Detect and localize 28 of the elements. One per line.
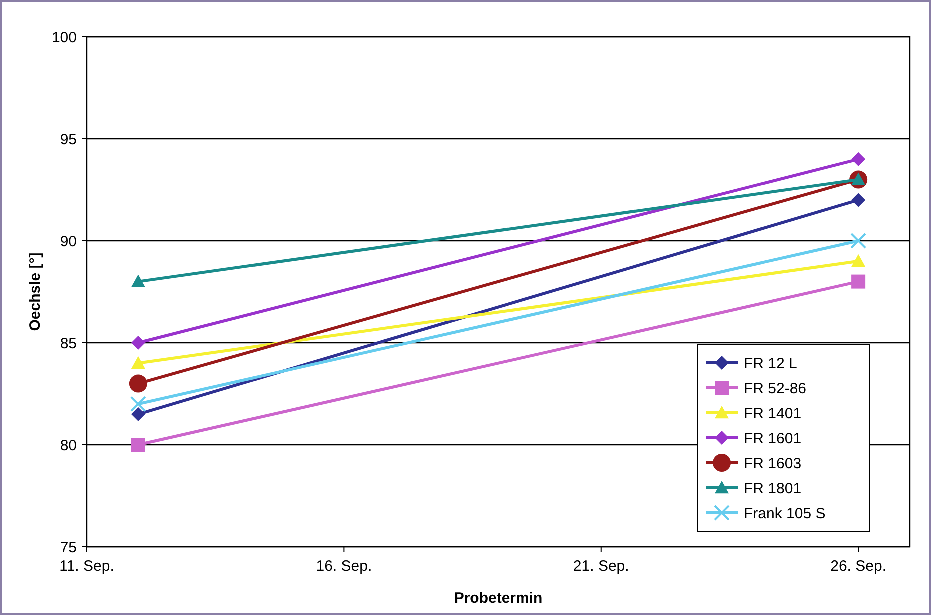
point xyxy=(130,396,146,412)
legend-label: FR 1601 xyxy=(744,430,802,448)
point xyxy=(131,407,146,422)
point xyxy=(852,274,866,289)
point xyxy=(850,233,867,249)
point xyxy=(852,193,866,208)
point xyxy=(131,336,146,350)
legend-label: FR 1603 xyxy=(744,455,802,472)
x-tick-label: 21. Sep. xyxy=(573,558,630,575)
y-tick-label: 75 xyxy=(60,539,77,556)
x-axis-title: Probetermin xyxy=(454,590,543,607)
x-tick-label: 26. Sep. xyxy=(830,558,887,575)
legend-label: FR 1401 xyxy=(744,405,802,422)
legend-label: FR 1801 xyxy=(744,480,802,498)
y-tick-label: 90 xyxy=(60,233,77,250)
y-tick-label: 95 xyxy=(60,131,77,148)
point xyxy=(129,374,148,393)
legend-label: FR 52-86 xyxy=(744,380,807,398)
y-tick-label: 100 xyxy=(52,29,77,46)
y-tick-label: 80 xyxy=(60,437,77,454)
x-tick-label: 16. Sep. xyxy=(316,558,372,575)
y-axis-title: Oechsle [°] xyxy=(27,252,44,332)
point xyxy=(852,152,866,166)
legend-label: Frank 105 S xyxy=(744,505,826,522)
legend-label: FR 12 L xyxy=(744,355,798,372)
y-tick-label: 85 xyxy=(60,335,77,352)
x-tick-label: 11. Sep. xyxy=(60,558,114,575)
point xyxy=(131,438,146,452)
